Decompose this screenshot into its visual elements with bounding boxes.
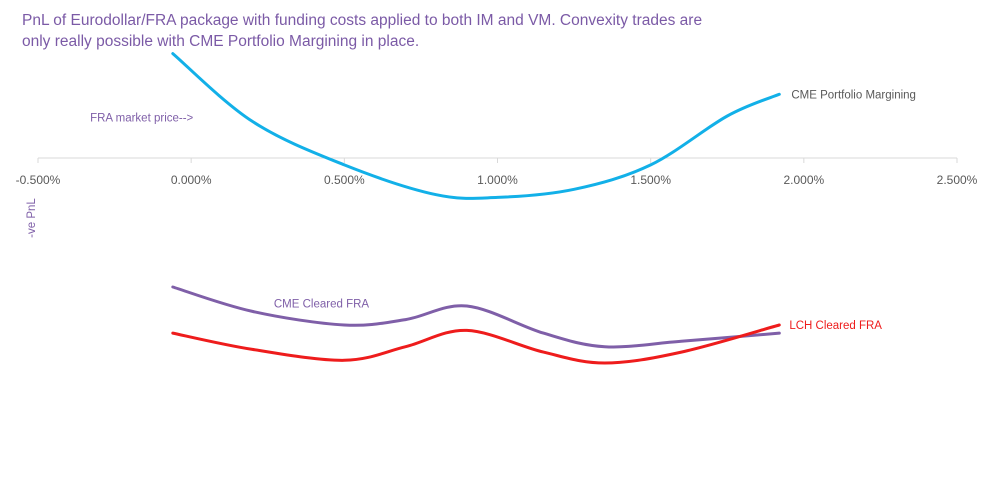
series-line-cme-cleared-fra: [171, 285, 781, 349]
x-tick-label: 2.500%: [937, 173, 978, 187]
series-line-cme-portfolio-margining: [171, 52, 781, 200]
x-axis: -0.500% 0.000% 0.500% 1.000% 1.500% 2.000% 2.5…: [16, 157, 978, 187]
x-tick-label: 0.000%: [171, 173, 212, 187]
series-label-cme-cleared-fra: CME Cleared FRA: [274, 298, 370, 310]
series-layer: [171, 52, 781, 365]
x-tick-label: 1.500%: [630, 173, 671, 187]
chart-title-line-2: only really possible with CME Portfolio …: [22, 33, 420, 50]
chart-title-line-1: PnL of Eurodollar/FRA package with fundi…: [22, 12, 703, 29]
annotation-fra-market-price: FRA market price-->: [90, 112, 193, 124]
chart-title: PnL of Eurodollar/FRA package with fundi…: [22, 10, 822, 52]
x-tick-label: 0.500%: [324, 173, 365, 187]
series-label-cme-portfolio-margining: CME Portfolio Margining: [791, 89, 916, 101]
series-line-lch-cleared-fra: [171, 323, 781, 365]
y-axis-label: -ve PnL: [26, 198, 38, 238]
series-label-lch-cleared-fra: LCH Cleared FRA: [789, 320, 882, 332]
x-tick-label: 2.000%: [783, 173, 824, 187]
x-tick-label: 1.000%: [477, 173, 518, 187]
label-layer: -ve PnL CME Portfolio Margining CME Cleare…: [26, 89, 916, 332]
x-tick-label: -0.500%: [16, 173, 61, 187]
